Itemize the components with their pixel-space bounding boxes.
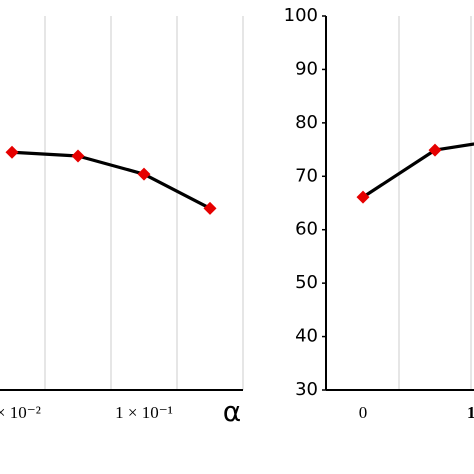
marker [428,143,442,157]
y-tick-label: 30 [295,379,318,400]
x-tick-label: 1 × 10⁻² [0,403,41,422]
x-tick-label: 1 × 10⁻¹ [115,403,173,422]
y-tick-label: 40 [295,326,318,347]
y-tick-label: 60 [295,219,318,240]
x-tick-label: 0 [359,403,368,422]
marker [203,201,217,215]
marker [5,145,19,159]
y-tick-label: 70 [295,165,318,186]
y-tick-label: 100 [284,5,318,26]
marker [71,149,85,163]
x-axis-label: α [223,395,241,428]
series-line [11,150,211,210]
y-tick-label: 90 [295,58,318,79]
series-line [362,142,474,199]
x-tick-label: 1 [467,403,474,422]
marker [137,167,151,181]
y-tick-label: 50 [295,272,318,293]
marker [356,190,370,204]
y-tick-label: 80 [295,112,318,133]
